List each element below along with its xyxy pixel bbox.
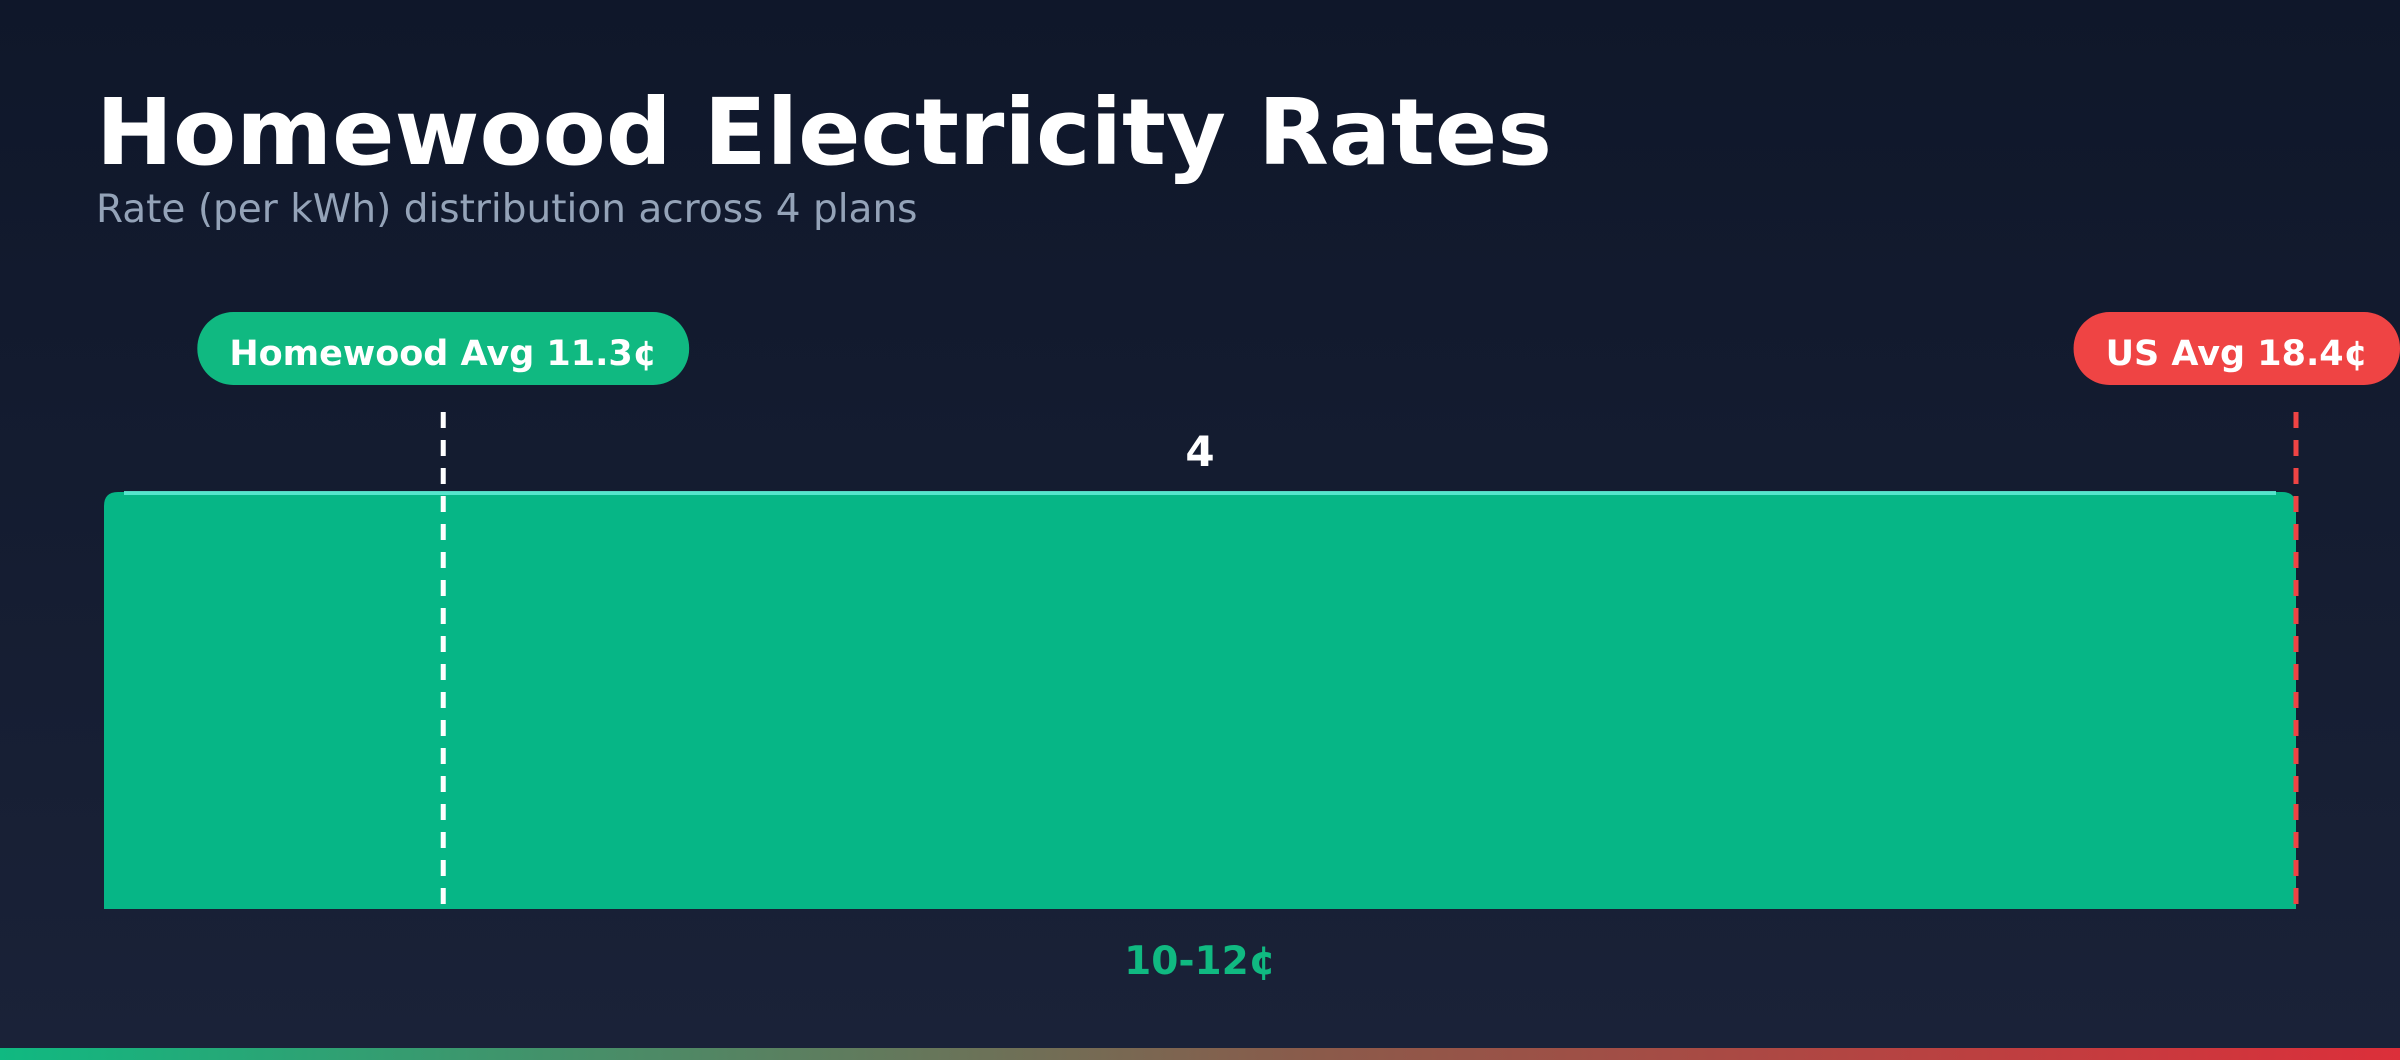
- bar-category-label: 10-12¢: [1124, 939, 1276, 984]
- histogram-bar: [104, 492, 2296, 909]
- histogram-bar-highlight: [124, 491, 2276, 495]
- bars-layer: 4 10-12¢: [104, 427, 2296, 984]
- badge-background: [197, 312, 690, 385]
- badge-background: [2073, 312, 2400, 385]
- reference-badges-layer: Homewood Avg 11.3¢ US Avg 18.4¢: [197, 312, 2400, 385]
- us-avg-badge: US Avg 18.4¢: [2073, 312, 2400, 385]
- homewood-avg-badge: Homewood Avg 11.3¢: [197, 312, 690, 385]
- bar-count-label: 4: [1185, 427, 1214, 476]
- chart-subtitle: Rate (per kWh) distribution across 4 pla…: [96, 187, 918, 232]
- bottom-gradient-bar: [0, 1048, 2400, 1060]
- badge-label: US Avg 18.4¢: [2106, 334, 2368, 374]
- chart-title: Homewood Electricity Rates: [96, 79, 1553, 186]
- badge-label: Homewood Avg 11.3¢: [229, 334, 657, 374]
